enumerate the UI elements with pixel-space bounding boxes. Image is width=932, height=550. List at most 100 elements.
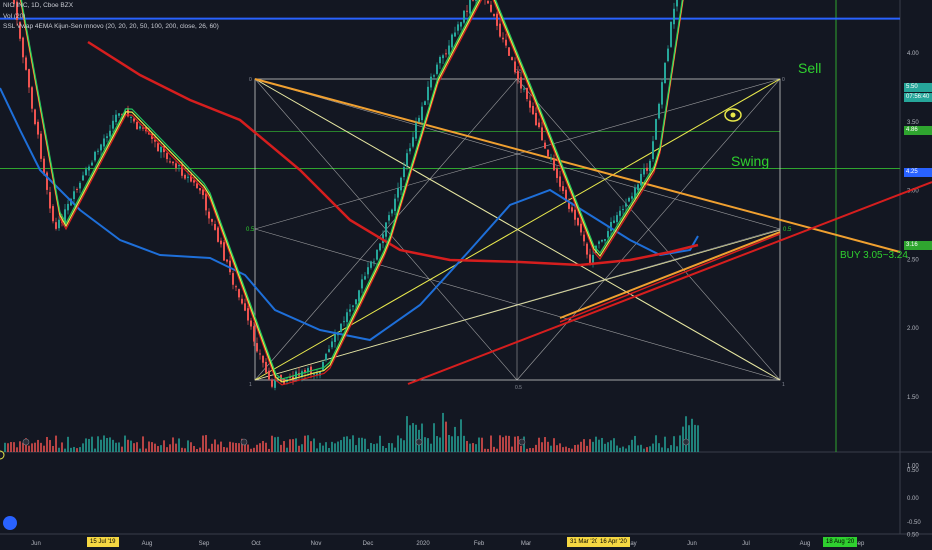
candle-body [262, 355, 264, 363]
volume-legend[interactable]: Vol (20) [3, 13, 26, 20]
candle-body [25, 57, 27, 70]
volume-bar [394, 447, 396, 452]
volume-bar [571, 448, 573, 452]
volume-bar [202, 435, 204, 452]
candle-body [646, 167, 648, 171]
candle-body [586, 243, 588, 255]
countdown-tag: 07:56:40 [904, 93, 932, 102]
candle-body [208, 211, 210, 219]
candle-body [601, 239, 603, 242]
volume-bar [214, 439, 216, 452]
volume-bar [277, 436, 279, 452]
candle-body [670, 21, 672, 47]
volume-bar [247, 444, 249, 452]
volume-bar [283, 441, 285, 452]
volume-bar [502, 437, 504, 452]
volume-bar [199, 447, 201, 452]
candle-body [37, 121, 39, 135]
symbol-legend[interactable]: NIO INC, 1D, Cboe BZX [3, 2, 74, 9]
candle-body [364, 276, 366, 280]
indicator-legend[interactable]: SSL Vwap 4EMA Kijun-Sen mnovo (20, 20, 2… [3, 23, 219, 30]
candle-body [352, 305, 354, 307]
time-tick-label: Sep [199, 541, 210, 547]
volume-bar [670, 445, 672, 452]
candle-body [607, 231, 609, 238]
buy-level-tag: 3.16 [904, 241, 932, 250]
volume-bar [52, 445, 54, 452]
candle-body [139, 126, 141, 129]
candle-body [376, 249, 378, 260]
candle-body [205, 193, 207, 211]
volume-bar [40, 442, 42, 452]
tradingview-logo-icon[interactable] [3, 516, 17, 530]
volume-bar [466, 440, 468, 452]
volume-bar [85, 438, 87, 452]
volume-bar [55, 435, 57, 452]
candle-body [649, 160, 651, 172]
volume-bar [349, 439, 351, 452]
volume-bar [589, 439, 591, 452]
candle-body [16, 1, 18, 20]
volume-bar [643, 448, 645, 452]
candle-body [100, 144, 102, 151]
candle-body [583, 234, 585, 242]
candle-body [628, 197, 630, 202]
price-tick-label: 3.50 [907, 120, 919, 126]
volume-bar [616, 445, 618, 452]
volume-bar [676, 446, 678, 452]
candle-body [172, 161, 174, 164]
candle-body [433, 75, 435, 77]
candle-body [112, 120, 114, 129]
candle-body [43, 158, 45, 175]
volume-bar [583, 439, 585, 452]
volume-bar [73, 446, 75, 452]
volume-bar [337, 441, 339, 452]
candle-body [67, 203, 69, 211]
candle-body [31, 87, 33, 109]
candle-body [343, 321, 345, 323]
volume-bar [673, 436, 675, 452]
price-tick-label: 0.50 [907, 532, 919, 538]
candle-body [253, 326, 255, 342]
volume-bar [538, 437, 540, 452]
volume-bar [373, 444, 375, 452]
time-tick-label: Sep [854, 541, 865, 547]
candle-body [73, 191, 75, 200]
volume-bar [577, 444, 579, 452]
volume-bar [421, 423, 423, 452]
candle-body [244, 303, 246, 311]
date-tag-apr-20: 16 Apr '20 [597, 537, 630, 547]
volume-bar [7, 443, 9, 452]
candle-body [547, 149, 549, 157]
candle-body [346, 312, 348, 322]
time-tick-label: Dec [363, 541, 374, 547]
candle-body [355, 299, 357, 305]
candle-body [562, 186, 564, 192]
candle-body [502, 37, 504, 40]
volume-bar [76, 448, 78, 452]
volume-bar [217, 444, 219, 452]
candle-body [487, 1, 489, 4]
candle-body [229, 260, 231, 273]
volume-bar [190, 442, 192, 452]
candle-body [319, 371, 321, 376]
volume-bar [127, 439, 129, 452]
volume-bar [109, 437, 111, 452]
candle-body [373, 261, 375, 263]
candle-body [550, 158, 552, 160]
volume-bar [130, 440, 132, 452]
candle-body [661, 82, 663, 105]
candle-body [19, 22, 21, 39]
volume-bar [115, 442, 117, 452]
ema-blue-line [0, 87, 699, 342]
earnings-marker-icon [682, 438, 690, 446]
candle-body [580, 223, 582, 233]
candle-body [490, 4, 492, 12]
candle-body [52, 206, 54, 222]
candle-body [46, 172, 48, 190]
volume-bar [379, 435, 381, 452]
volume-bar [520, 445, 522, 452]
candle-body [598, 241, 600, 244]
candle-body [133, 118, 135, 122]
